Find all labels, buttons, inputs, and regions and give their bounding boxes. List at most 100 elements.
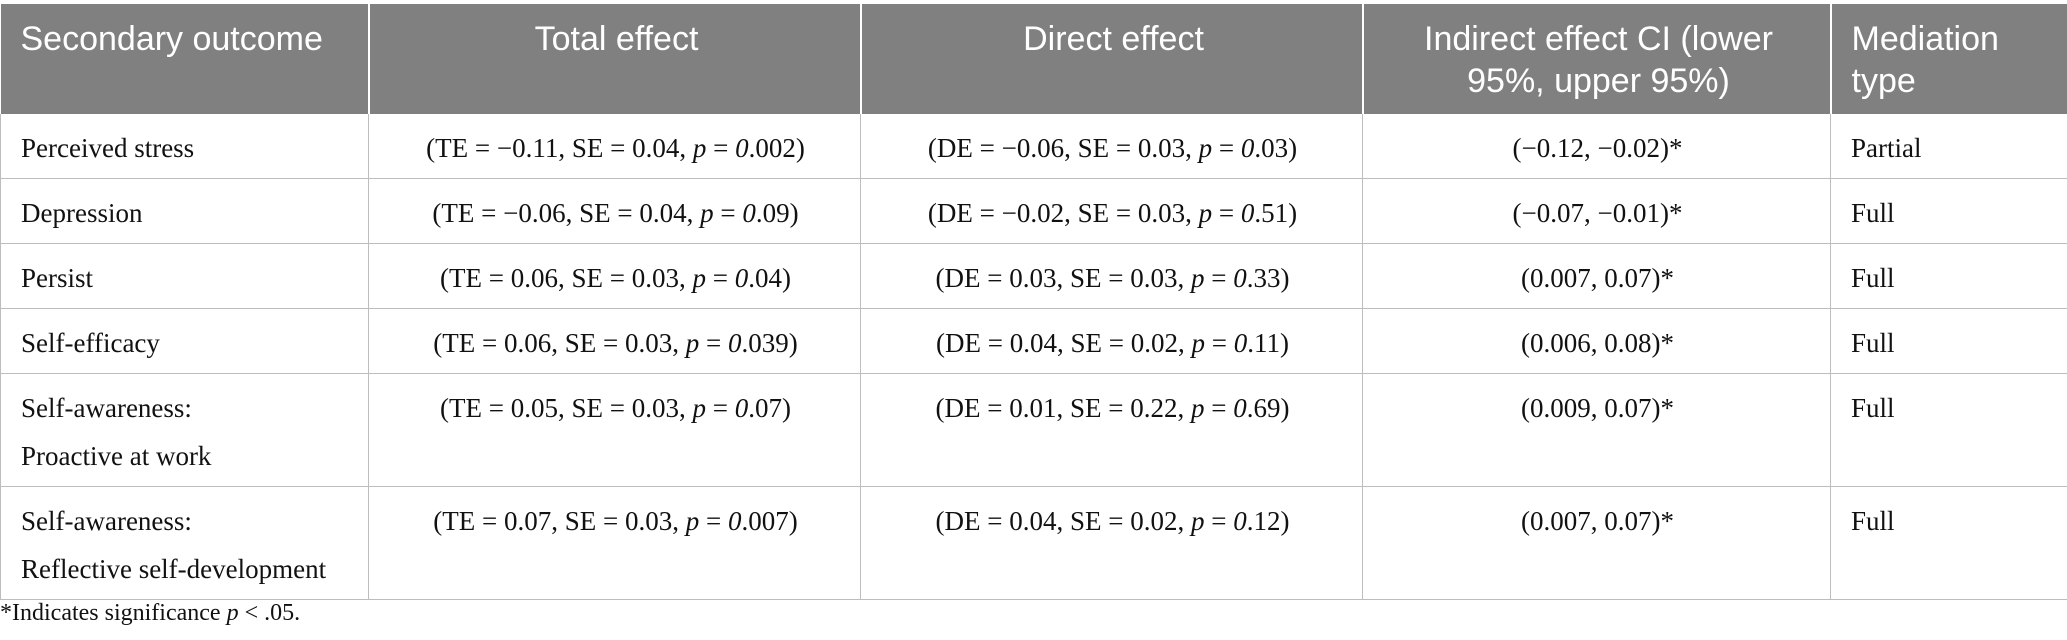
effect-label: TE [449,263,483,293]
effect-p: 0.007 [727,506,789,536]
footnote-prefix: *Indicates significance [0,600,227,626]
cell-indirect-effect-ci: (0.007, 0.07)* [1362,486,1831,600]
effect-se: 0.03 [625,328,673,358]
effect-se: 0.02 [1130,328,1178,358]
effect-est: 0.01 [1009,393,1057,423]
cell-total-effect: (TE = 0.05, SE = 0.03, p = 0.07) [368,373,861,487]
effect-label: DE [944,506,981,536]
effect-p: 0.09 [742,198,790,228]
outcome-line: Persist [21,263,94,293]
header-secondary-outcome: Secondary outcome [0,4,370,114]
outcome-line: Perceived stress [21,133,195,163]
table-row: Persist (TE = 0.06, SE = 0.03, p = 0.04)(… [0,243,2067,309]
effect-se: 0.03 [1137,198,1186,228]
effect-label: TE [442,506,476,536]
mediation-results-table: Secondary outcome Total effect Direct ef… [0,4,2067,600]
cell-mediation-type: Full [1830,243,2067,309]
header-indirect-effect-ci: Indirect effect CI (lower 95%, upper 95%… [1362,4,1832,114]
table-footnote: *Indicates significance p < .05. [0,600,300,627]
cell-indirect-effect-ci: (−0.12, −0.02)* [1362,114,1831,179]
effect-se: 0.04 [632,133,680,163]
effect-est: −0.06 [1001,133,1065,163]
effect-label: DE [936,133,973,163]
outcome-line: Self-efficacy [21,328,160,358]
effect-se: 0.22 [1130,393,1178,423]
effect-est: 0.07 [504,506,552,536]
effect-est: −0.02 [1001,198,1065,228]
cell-secondary-outcome: Self-awareness: Proactive at work [0,373,369,487]
cell-mediation-type: Full [1830,308,2067,374]
cell-direct-effect: (DE = 0.04, SE = 0.02, p = 0.12) [860,486,1363,600]
effect-se: 0.02 [1130,506,1178,536]
table-row: Self-awareness: Reflective self-developme… [0,486,2067,600]
effect-p: 0.07 [734,393,782,423]
effect-se: 0.03 [631,393,679,423]
effect-label: DE [945,328,982,358]
effect-se: 0.03 [631,263,679,293]
table-header-row: Secondary outcome Total effect Direct ef… [0,4,2067,114]
cell-mediation-type: Full [1830,486,2067,600]
effect-label: TE [441,198,475,228]
table-row: Self-awareness: Proactive at work (TE = 0.… [0,373,2067,487]
effect-label: DE [944,263,981,293]
cell-indirect-effect-ci: (0.009, 0.07)* [1362,373,1831,487]
cell-secondary-outcome: Persist [0,243,369,309]
effect-est: −0.06 [503,198,566,228]
cell-total-effect: (TE = 0.06, SE = 0.03, p = 0.039) [368,308,861,374]
effect-p: 0.11 [1233,328,1280,358]
effect-est: −0.11 [496,133,559,163]
effect-se: 0.03 [1137,133,1186,163]
header-direct-effect: Direct effect [860,4,1364,114]
effect-est: 0.04 [1009,328,1057,358]
cell-total-effect: (TE = 0.07, SE = 0.03, p = 0.007) [368,486,861,600]
outcome-line: Proactive at work [21,441,212,471]
footnote-suffix: < .05. [238,600,301,626]
effect-est: 0.05 [510,393,558,423]
effect-p: 0.03 [1240,133,1289,163]
effect-se: 0.03 [1130,263,1178,293]
footnote-p-symbol: p [226,600,239,626]
cell-direct-effect: (DE = −0.02, SE = 0.03, p = 0.51) [860,178,1363,244]
cell-mediation-type: Full [1830,178,2067,244]
effect-label: TE [435,133,469,163]
effect-p: 0.69 [1233,393,1281,423]
table-row: Depression (TE = −0.06, SE = 0.04, p = 0.… [0,178,2067,244]
cell-total-effect: (TE = −0.06, SE = 0.04, p = 0.09) [368,178,861,244]
effect-se: 0.04 [639,198,687,228]
cell-mediation-type: Full [1830,373,2067,487]
cell-mediation-type: Partial [1830,114,2067,179]
effect-est: 0.06 [504,328,552,358]
effect-p: 0.04 [734,263,782,293]
effect-est: 0.06 [510,263,558,293]
table-body: Perceived stress (TE = −0.11, SE = 0.04, … [0,114,2067,600]
effect-se: 0.03 [625,506,673,536]
effect-label: DE [944,393,981,423]
outcome-line: Self-awareness: [21,393,192,423]
cell-direct-effect: (DE = 0.04, SE = 0.02, p = 0.11) [860,308,1363,374]
cell-total-effect: (TE = 0.06, SE = 0.03, p = 0.04) [368,243,861,309]
cell-total-effect: (TE = −0.11, SE = 0.04, p = 0.002) [368,114,861,179]
table-row: Self-efficacy (TE = 0.06, SE = 0.03, p = … [0,308,2067,374]
effect-est: 0.04 [1009,506,1057,536]
effect-label: TE [442,328,476,358]
effect-p: 0.33 [1233,263,1281,293]
effect-label: TE [449,393,483,423]
table-row: Perceived stress (TE = −0.11, SE = 0.04, … [0,114,2067,179]
cell-direct-effect: (DE = −0.06, SE = 0.03, p = 0.03) [860,114,1363,179]
cell-direct-effect: (DE = 0.03, SE = 0.03, p = 0.33) [860,243,1363,309]
outcome-line: Self-awareness: [21,506,192,536]
cell-secondary-outcome: Self-awareness: Reflective self-developme… [0,486,369,600]
header-mediation-type: Mediation type [1830,4,2067,114]
outcome-line: Depression [21,198,143,228]
effect-label: DE [936,198,973,228]
cell-direct-effect: (DE = 0.01, SE = 0.22, p = 0.69) [860,373,1363,487]
effect-p: 0.039 [727,328,789,358]
cell-secondary-outcome: Self-efficacy [0,308,369,374]
cell-secondary-outcome: Perceived stress [0,114,369,179]
effect-p: 0.12 [1233,506,1281,536]
effect-p: 0.002 [735,133,796,163]
cell-indirect-effect-ci: (−0.07, −0.01)* [1362,178,1831,244]
effect-p: 0.51 [1240,198,1289,228]
header-total-effect: Total effect [368,4,862,114]
cell-indirect-effect-ci: (0.007, 0.07)* [1362,243,1831,309]
